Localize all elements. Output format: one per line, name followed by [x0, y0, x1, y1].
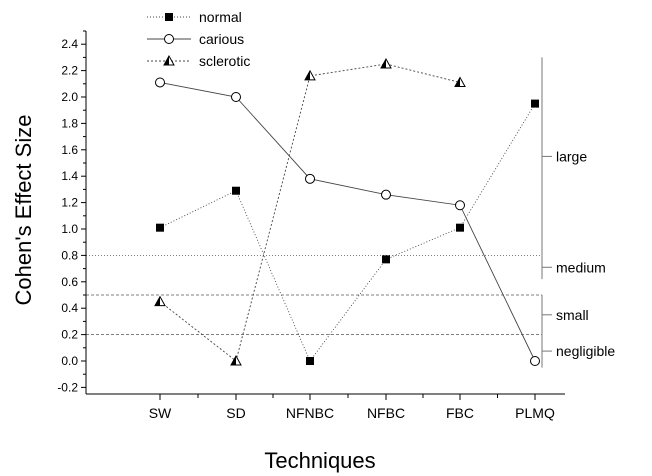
y-tick-label: 2.0 [61, 90, 78, 104]
band-label: large [556, 148, 587, 164]
y-tick-label: 2.4 [61, 37, 78, 51]
data-point-sclerotic [230, 354, 242, 366]
y-tick-label: 0.6 [61, 275, 78, 289]
legend-marker-carious [164, 34, 174, 44]
triangle-fill [155, 296, 160, 306]
band-label: negligible [556, 343, 615, 359]
data-point-sclerotic [380, 57, 392, 69]
series-line-sclerotic [159, 63, 461, 362]
y-axis-title: Cohen's Effect Size [11, 115, 36, 306]
series-line-carious [159, 82, 536, 362]
x-tick-label: NFBC [367, 405, 405, 421]
band-annotations: negligible small medium large [541, 57, 615, 368]
data-point-carious [455, 200, 465, 211]
x-tick-label: PLMQ [515, 405, 555, 421]
axes: -0.2 0.0 0.2 0.4 0.6 0.8 1.0 1.2 1.4 1.6 1.8 2.0 2.2… [57, 30, 565, 421]
x-axis-title: Techniques [264, 448, 375, 473]
triangle-fill [305, 70, 310, 80]
data-point-carious [381, 189, 391, 200]
y-tick-label: 0.0 [61, 354, 78, 368]
data-point-normal [456, 223, 464, 232]
data-point-normal [232, 186, 240, 195]
band-label: medium [556, 259, 606, 275]
y-tick-label: 0.8 [61, 248, 78, 262]
data-point-carious [305, 173, 315, 184]
data-point-normal [156, 223, 164, 232]
data-point-sclerotic [304, 69, 316, 81]
triangle-fill [164, 56, 169, 65]
y-tick-label: -0.2 [57, 380, 78, 394]
legend-label-sclerotic: sclerotic [199, 53, 250, 69]
data-point-normal [531, 99, 539, 108]
triangle-fill [455, 77, 460, 87]
data-point-sclerotic [154, 295, 166, 307]
triangle-fill [381, 59, 386, 68]
y-tick-label: 1.6 [61, 143, 78, 157]
legend-marker-normal [165, 13, 173, 21]
data-point-carious [155, 77, 165, 88]
triangle-fill [231, 356, 236, 365]
data-point-normal [306, 357, 314, 365]
x-tick-label: NFNBC [286, 405, 334, 421]
legend-label-normal: normal [199, 9, 242, 25]
x-tick-label: SD [226, 405, 245, 421]
series-line-normal [159, 103, 536, 362]
data-point-carious [231, 92, 241, 102]
data-point-carious [530, 356, 540, 366]
legend-label-carious: carious [199, 31, 244, 47]
y-tick-label: 1.2 [61, 196, 78, 210]
threshold-lines [86, 254, 542, 336]
y-tick-label: 0.2 [61, 328, 78, 342]
x-tick-label: FBC [446, 405, 474, 421]
legend-marker-sclerotic [163, 54, 175, 66]
y-tick-label: 0.4 [61, 301, 78, 315]
y-tick-label: 1.8 [61, 116, 78, 130]
band-label: small [556, 307, 589, 323]
y-tick-label: 1.0 [61, 222, 78, 236]
series-layer [154, 57, 540, 366]
y-tick-label: 1.4 [61, 169, 78, 183]
x-tick-label: SW [149, 405, 172, 421]
data-point-sclerotic [454, 76, 466, 87]
y-tick-label: 2.2 [61, 64, 78, 78]
data-point-normal [382, 255, 390, 264]
legend: normal carious sclerotic [147, 9, 250, 69]
